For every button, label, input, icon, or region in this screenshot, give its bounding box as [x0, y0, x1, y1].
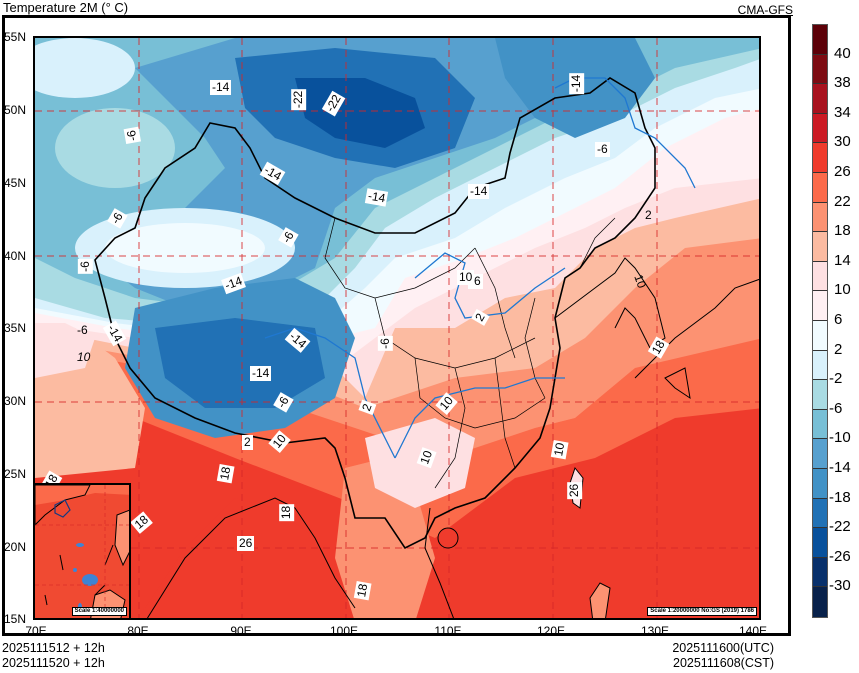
- inset-map: [35, 485, 129, 618]
- valid-time-utc: 2025111600(UTC): [672, 641, 774, 655]
- temperature-field: [35, 38, 759, 618]
- colorbar-segment: [813, 587, 827, 617]
- model-name: CMA-GFS: [737, 3, 793, 17]
- colorbar-tick-label: 14: [834, 251, 851, 269]
- colorbar-segment: [813, 261, 827, 292]
- colorbar-segment: [813, 291, 827, 321]
- south-china-sea-inset: Scale 1:40000000: [33, 483, 131, 620]
- lat-label: 20N: [4, 540, 27, 554]
- colorbar-segment: [813, 409, 827, 440]
- colorbar-tick-label: 38: [834, 74, 851, 92]
- lat-label: 25N: [4, 467, 27, 481]
- lat-label: 40N: [4, 249, 27, 263]
- contour-label: -6: [377, 336, 393, 351]
- init-time-utc: 2025111512 + 12h: [2, 641, 105, 655]
- colorbar-segment: [813, 380, 827, 410]
- lon-label: 90E: [230, 624, 252, 638]
- contour-label: 10: [457, 270, 475, 285]
- lat-label: 35N: [4, 321, 27, 335]
- contour-label: 10: [550, 439, 569, 460]
- contour-label: -6: [77, 259, 93, 274]
- colorbar-segment: [813, 172, 827, 203]
- contour-label: -14: [210, 80, 232, 95]
- colorbar-segment: [813, 25, 827, 55]
- colorbar-segment: [813, 439, 827, 469]
- colorbar-segment: [813, 557, 827, 588]
- colorbar-tick-label: -18: [829, 488, 851, 506]
- colorbar-segment: [813, 202, 827, 233]
- colorbar-segment: [813, 113, 827, 144]
- lon-label: 120E: [536, 624, 566, 638]
- contour-label: -14: [468, 184, 490, 199]
- valid-time-cst: 2025111608(CST): [673, 656, 774, 670]
- contour-label: 26: [237, 536, 255, 551]
- lat-label: 55N: [4, 30, 27, 44]
- colorbar-tick-label: 26: [834, 163, 851, 180]
- colorbar-tick-label: -26: [829, 547, 851, 565]
- lon-label: 140E: [738, 624, 768, 638]
- init-time-cst: 2025111520 + 12h: [2, 656, 105, 670]
- lon-label: 70E: [25, 624, 47, 638]
- colorbar-tick-label: -14: [829, 459, 851, 476]
- contour-label: 2: [645, 208, 652, 222]
- colorbar-tick-label: 30: [834, 133, 851, 151]
- lon-label: 100E: [329, 624, 359, 638]
- colorbar-tick-label: -10: [829, 429, 851, 447]
- contour-label: -6: [123, 126, 141, 145]
- lon-label: 110E: [434, 624, 462, 638]
- colorbar-tick-label: 6: [834, 311, 843, 328]
- colorbar-segment: [813, 84, 827, 114]
- colorbar-segment: [813, 143, 827, 173]
- lat-label: 45N: [4, 176, 27, 190]
- contour-label: -6: [77, 323, 88, 337]
- lat-label: 30N: [4, 394, 27, 408]
- colorbar-tick-label: 10: [834, 281, 851, 299]
- lat-label: 50N: [4, 103, 27, 117]
- temperature-map: -14 -22 -22 -14 -14 -14 -14 -14 -14 -14 …: [33, 36, 761, 620]
- chart-title: Temperature 2M (° C): [3, 0, 129, 15]
- contour-label: -6: [595, 142, 610, 157]
- colorbar-segment: [813, 350, 827, 381]
- contour-label: 18: [353, 580, 372, 601]
- colorbar-segment: [813, 468, 827, 499]
- inset-scale-label: Scale 1:40000000: [71, 607, 127, 616]
- colorbar-tick-label: -22: [829, 518, 851, 536]
- colorbar: [812, 24, 828, 618]
- colorbar-tick-label: 22: [834, 192, 851, 210]
- colorbar-segment: [813, 320, 827, 351]
- colorbar-segment: [813, 498, 827, 529]
- lon-label: 80E: [127, 624, 149, 638]
- colorbar-segment: [813, 528, 827, 558]
- colorbar-tick-label: -2: [829, 370, 843, 388]
- colorbar-tick-label: 40: [834, 44, 851, 62]
- lat-label: 15N: [4, 612, 27, 626]
- contour-label: -14: [250, 366, 272, 381]
- colorbar-tick-label: 34: [834, 103, 851, 121]
- colorbar-tick-label: -30: [829, 577, 851, 595]
- colorbar-segment: [813, 54, 827, 85]
- contour-label: -14: [569, 72, 585, 95]
- contour-label: -22: [291, 88, 307, 111]
- contour-label: 10: [77, 350, 91, 364]
- contour-label: 18: [279, 503, 295, 522]
- map-scale-label: Scale 1:20000000 No:GS (2019) 1786: [647, 607, 757, 616]
- colorbar-tick-label: 18: [834, 222, 851, 240]
- plot-frame: [2, 15, 791, 636]
- colorbar-segment: [813, 232, 827, 262]
- contour-label: 2: [242, 435, 253, 450]
- colorbar-tick-label: -6: [829, 399, 843, 417]
- contour-label: 26: [567, 481, 583, 500]
- colorbar-tick-label: 2: [834, 340, 843, 358]
- contour-label: 18: [216, 463, 235, 484]
- lon-label: 130E: [640, 624, 670, 638]
